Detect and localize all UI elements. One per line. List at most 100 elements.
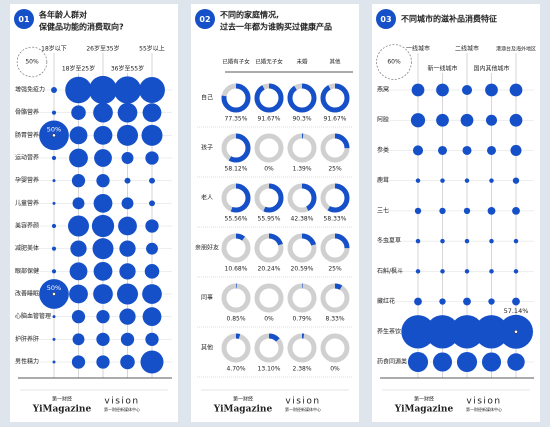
bubble: [51, 155, 57, 161]
value-label: 0%: [330, 366, 340, 373]
bubble: [72, 197, 85, 210]
value-label: 77.35%: [225, 116, 248, 123]
row-label: 肠胃营养: [15, 131, 39, 139]
badge: [376, 9, 396, 29]
column-label: 二线城市: [455, 45, 479, 53]
bubble: [487, 145, 496, 155]
bubble: [513, 238, 519, 244]
bubble: [512, 297, 520, 306]
bubble: [120, 332, 135, 346]
bubble: [65, 76, 92, 104]
donut-arc: [320, 183, 350, 213]
bubble: [93, 102, 113, 123]
bubble: [513, 269, 519, 274]
size-legend: [376, 44, 412, 80]
bubble: [69, 262, 88, 281]
value-label: 2.38%: [292, 366, 311, 373]
value-label: 13.10%: [258, 366, 281, 373]
bubble: [425, 315, 460, 349]
bubble: [96, 310, 110, 324]
panel-title: 不同城市的滋补品消费特征: [401, 14, 497, 24]
value-label: 0.79%: [292, 316, 311, 323]
bubble: [124, 177, 131, 184]
bubble: [481, 352, 502, 372]
donut-arc: [254, 233, 284, 263]
bubble: [474, 315, 509, 349]
panel-title: 保健品功能的消费取向?: [38, 22, 124, 32]
row-label: 药食同源类: [377, 358, 407, 366]
value-label: 42.38%: [291, 216, 314, 223]
bubble: [94, 149, 112, 167]
bubble: [415, 269, 421, 274]
bubble: [456, 351, 478, 373]
row-label: 参类: [377, 146, 389, 154]
donut-track: [254, 283, 284, 313]
bubble: [509, 113, 523, 127]
bubble: [507, 353, 525, 371]
bubble: [93, 284, 113, 304]
bubble-center: [52, 133, 56, 138]
row-label: 三七: [377, 206, 389, 214]
bubble: [414, 297, 422, 306]
donut-arc: [221, 133, 251, 163]
bubble: [439, 298, 446, 305]
column-label: 26岁至35岁: [86, 45, 119, 53]
bubble: [410, 113, 426, 128]
bubble: [119, 308, 136, 325]
bubble: [489, 178, 494, 183]
bubble: [512, 206, 520, 215]
row-label: 运动营养: [15, 154, 39, 162]
bubble: [121, 197, 134, 210]
bubble: [88, 75, 118, 105]
value-label: 91.67%: [324, 116, 347, 123]
bubble: [464, 178, 470, 183]
donut-arc: [320, 233, 350, 263]
donut-arc: [254, 333, 284, 363]
footer-brand-en: YiMagazine: [213, 405, 273, 415]
bubble: [70, 240, 87, 257]
bubble: [414, 207, 422, 215]
value-label: 90.3%: [292, 116, 311, 123]
bubble: [415, 238, 421, 244]
bubble: [69, 126, 88, 145]
donut-arc: [221, 233, 251, 263]
footer-partner: vision: [285, 397, 320, 407]
bubble: [412, 145, 424, 156]
bubble: [436, 83, 449, 97]
bubble: [149, 177, 155, 184]
panel: [372, 4, 540, 422]
donut-track: [320, 333, 350, 363]
column-label: 已婚有子女: [222, 58, 250, 66]
bubble: [462, 145, 472, 155]
bubble: [117, 283, 138, 305]
donut-arc: [287, 183, 317, 213]
bubble: [71, 174, 86, 188]
bubble: [436, 113, 449, 127]
row-label: 护肝养肝: [15, 335, 39, 343]
row-label: 藏红花: [377, 297, 395, 305]
column-label: 18岁至25岁: [62, 65, 95, 73]
badge: [195, 9, 215, 29]
bubble: [51, 87, 57, 93]
bubble: [113, 76, 142, 104]
bubble: [145, 219, 159, 233]
row-label: 孩子: [201, 144, 213, 152]
donut-track: [254, 133, 284, 163]
bubble: [510, 144, 522, 156]
bubble: [140, 350, 164, 374]
value-label: 0.85%: [226, 316, 245, 323]
bubble: [91, 214, 115, 238]
panel-title: 各年龄人群对: [38, 10, 87, 20]
panel: [191, 4, 359, 422]
value-label: 50%: [47, 284, 61, 292]
value-label: 8.33%: [325, 316, 344, 323]
bubble: [438, 145, 447, 155]
value-label: 55.56%: [225, 216, 248, 223]
bubble: [69, 148, 88, 168]
panel-title: 不同的家庭情况,: [220, 10, 279, 20]
value-label: 1.39%: [292, 166, 311, 173]
bubble: [52, 337, 56, 341]
value-label: 58.33%: [324, 216, 347, 223]
bubble: [432, 352, 453, 372]
